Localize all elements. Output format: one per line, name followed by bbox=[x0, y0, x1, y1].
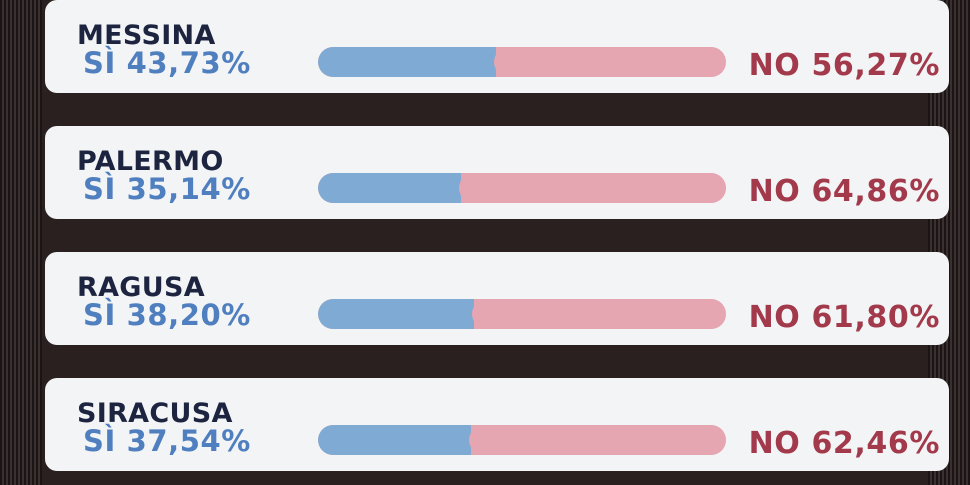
no-bar-segment bbox=[494, 47, 726, 77]
result-card-ragusa: RAGUSA SÌ 38,20% NO 61,80% bbox=[45, 252, 949, 345]
no-bar-segment bbox=[471, 299, 726, 329]
yes-percentage: SÌ 35,14% bbox=[83, 172, 251, 206]
province-name: PALERMO bbox=[77, 146, 224, 177]
vote-bar bbox=[318, 299, 726, 329]
no-bar-segment bbox=[469, 425, 726, 455]
province-name: RAGUSA bbox=[77, 272, 205, 303]
vote-bar bbox=[318, 173, 726, 203]
yes-bar-segment bbox=[318, 47, 497, 77]
yes-percentage: SÌ 38,20% bbox=[83, 298, 251, 332]
no-percentage: NO 64,86% bbox=[748, 174, 940, 209]
result-card-palermo: PALERMO SÌ 35,14% NO 64,86% bbox=[45, 126, 949, 219]
vote-bar bbox=[318, 425, 726, 455]
vote-bar bbox=[318, 47, 726, 77]
yes-percentage: SÌ 37,54% bbox=[83, 424, 251, 458]
province-name: MESSINA bbox=[77, 20, 216, 51]
province-name: SIRACUSA bbox=[77, 398, 233, 429]
yes-bar-segment bbox=[318, 299, 474, 329]
no-percentage: NO 62,46% bbox=[748, 426, 940, 461]
no-percentage: NO 61,80% bbox=[748, 300, 940, 335]
yes-percentage: SÌ 43,73% bbox=[83, 46, 251, 80]
no-percentage: NO 56,27% bbox=[748, 48, 940, 83]
result-card-messina: MESSINA SÌ 43,73% NO 56,27% bbox=[45, 0, 949, 93]
yes-bar-segment bbox=[318, 173, 462, 203]
yes-bar-segment bbox=[318, 425, 472, 455]
result-card-siracusa: SIRACUSA SÌ 37,54% NO 62,46% bbox=[45, 378, 949, 471]
no-bar-segment bbox=[459, 173, 726, 203]
left-striped-border bbox=[0, 0, 42, 485]
